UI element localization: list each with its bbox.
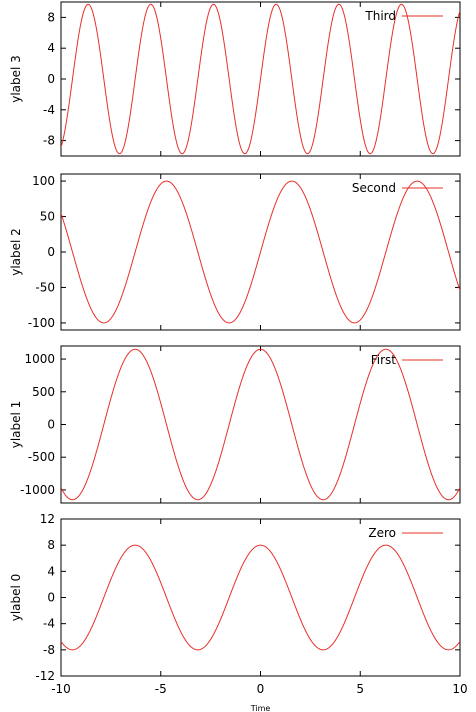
y-tick-label: 0 [47,591,55,605]
y-tick-label: 0 [47,245,55,259]
y-tick-label: -4 [43,103,55,117]
subplot-first: -1000 -500 0 500 1000 ylabel 1 First [9,345,461,504]
y-tick-label: 500 [32,385,55,399]
subplot-second: -100 -50 0 50 100 ylabel 2 Second [9,173,461,331]
y-tick-label: -8 [43,134,55,148]
legend-label: First [371,353,397,367]
y-tick-label: 50 [40,210,55,224]
plot-frame [60,345,461,504]
y-tick-label: 4 [47,564,55,578]
y-tick-label: 8 [47,10,55,24]
y-tick-label: -500 [28,450,55,464]
y-tick-label: -1000 [20,483,55,497]
subplot-third: -8 -4 0 4 8 ylabel 3 Third [9,1,461,157]
y-tick-label: -50 [35,280,55,294]
x-tick-label: -10 [51,682,71,696]
y-axis-label: ylabel 1 [9,401,23,449]
y-tick-label: 8 [47,538,55,552]
y-axis-label: ylabel 3 [9,55,23,103]
y-tick-label: 100 [32,174,55,188]
y-axis-label: ylabel 0 [9,574,23,622]
x-tick-label: -5 [155,682,167,696]
y-tick-label: 1000 [24,352,55,366]
y-tick-label: 12 [40,512,55,526]
series-line-third [61,3,460,155]
series-line-second [61,180,460,324]
y-tick-label: -12 [35,669,55,683]
x-tick-label: 0 [257,682,265,696]
subplot-zero: -12 -8 -4 0 4 8 12 ylabel 0 Zero [9,512,461,683]
x-tick-label: 10 [452,682,467,696]
y-tick-label: -8 [43,643,55,657]
series-line-zero [61,544,460,651]
y-axis-label: ylabel 2 [9,228,23,276]
x-tick-label: 5 [356,682,364,696]
y-tick-label: 0 [47,72,55,86]
y-tick-label: 0 [47,418,55,432]
legend-label: Third [364,9,396,23]
x-axis-label: Time [250,704,271,712]
series-line-first [61,348,460,501]
y-tick-label: 4 [47,41,55,55]
y-tick-label: -4 [43,617,55,631]
plot-frame [60,518,461,677]
legend-label: Zero [368,526,396,540]
y-tick-label: -100 [28,316,55,330]
legend-label: Second [352,181,396,195]
